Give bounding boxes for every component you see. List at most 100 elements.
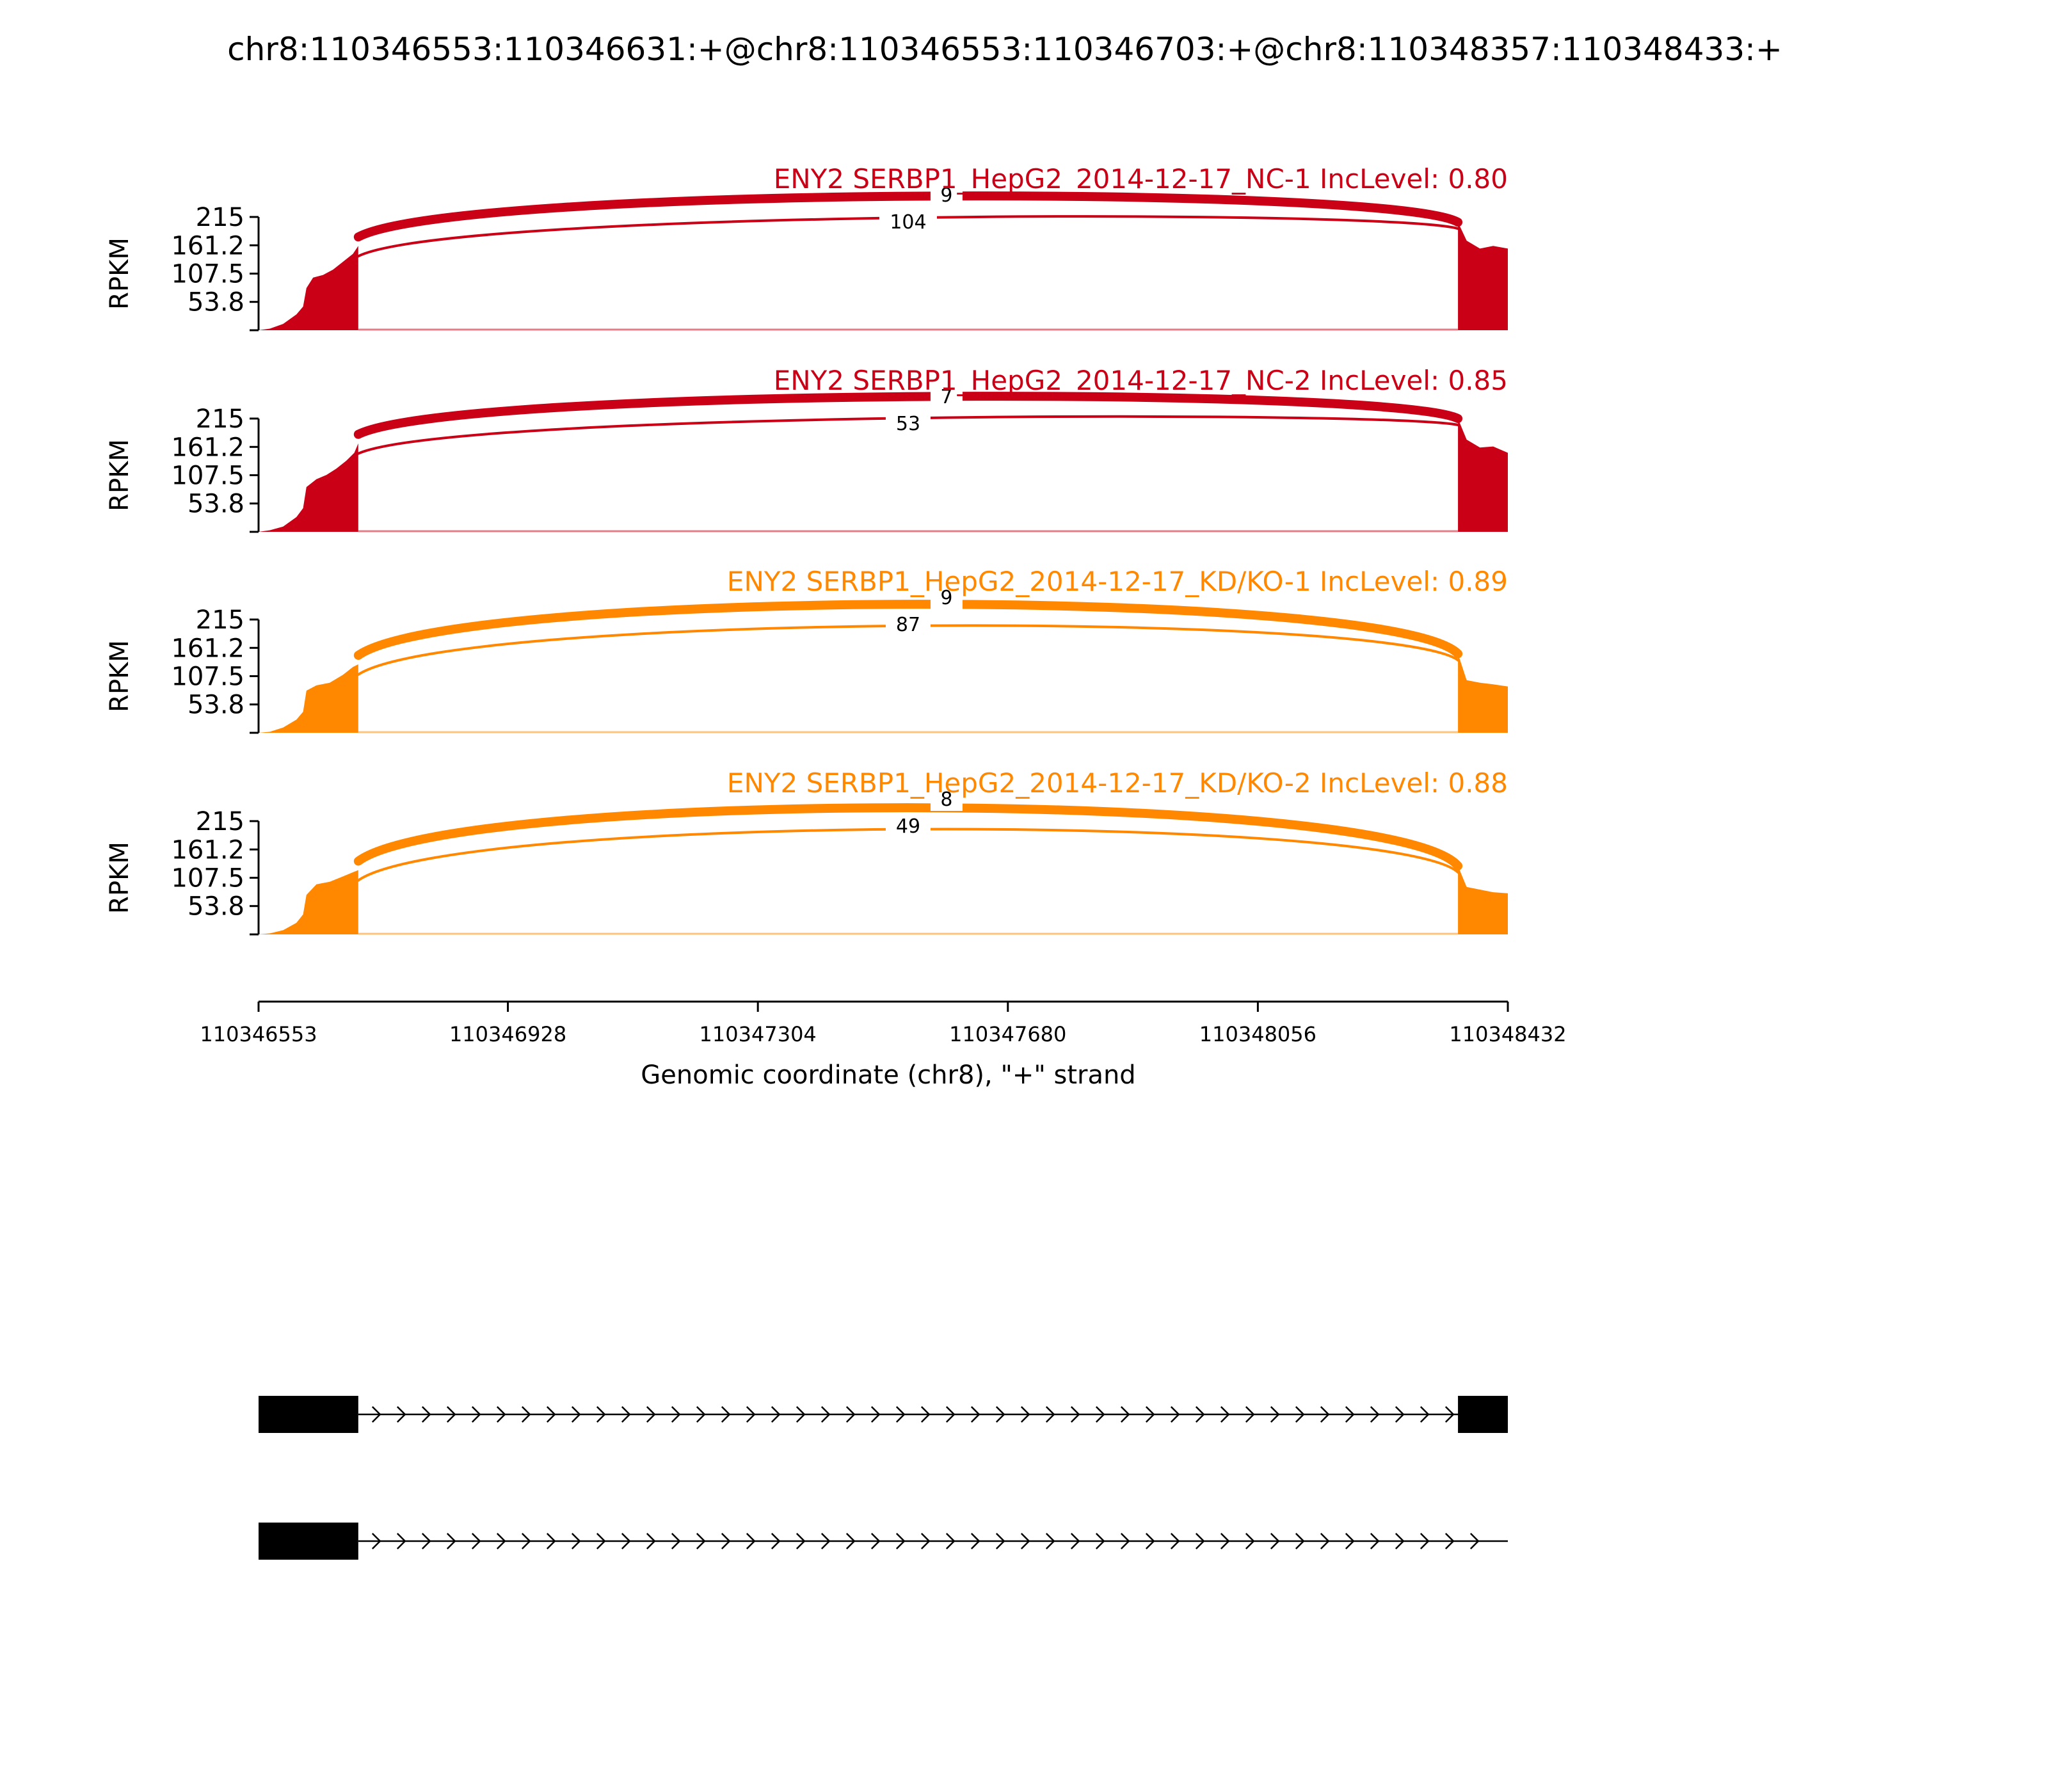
strand-arrow: [870, 1406, 881, 1423]
strand-arrow: [1420, 1533, 1430, 1549]
y-tick-label: 107.5: [171, 864, 244, 893]
junction-count-label: 8: [940, 788, 952, 811]
coverage-area-right: [1458, 222, 1508, 330]
exon-block: [1458, 1396, 1508, 1433]
y-tick-label: 53.8: [188, 490, 244, 519]
junction-label-bg: [885, 413, 931, 435]
strand-arrow: [371, 1533, 381, 1549]
strand-arrow: [596, 1533, 606, 1549]
junction-arc-2: [353, 392, 1463, 439]
strand-arrow: [1345, 1406, 1355, 1423]
strand-arrow: [845, 1533, 856, 1549]
strand-arrow: [446, 1406, 456, 1423]
coverage-area-left: [259, 870, 358, 934]
junction-count-label: 9: [940, 587, 952, 609]
strand-arrow: [1270, 1533, 1280, 1549]
junction-arc-2: [353, 803, 1463, 870]
track-label: ENY2 SERBP1_HepG2_2014-12-17_KD/KO-2 Inc…: [727, 767, 1508, 799]
strand-arrow: [1145, 1533, 1155, 1549]
strand-arrow: [1370, 1406, 1380, 1423]
y-tick-label: 107.5: [171, 260, 244, 289]
strand-arrow: [920, 1533, 931, 1549]
strand-arrow: [1195, 1406, 1205, 1423]
strand-arrow: [1395, 1533, 1405, 1549]
strand-arrow: [1444, 1406, 1455, 1423]
strand-arrow: [646, 1533, 656, 1549]
track-label: ENY2 SERBP1_HepG2_2014-12-17_NC-1 IncLev…: [774, 163, 1508, 195]
strand-arrow: [1345, 1533, 1355, 1549]
strand-arrow: [421, 1533, 431, 1549]
strand-arrow: [1469, 1533, 1480, 1549]
strand-arrow: [546, 1533, 556, 1549]
strand-arrow: [1370, 1533, 1380, 1549]
coverage-area-left: [259, 443, 358, 532]
strand-arrow: [1420, 1406, 1430, 1423]
exon-block: [259, 1523, 358, 1560]
y-tick-label: 53.8: [188, 691, 244, 720]
strand-arrow: [1095, 1406, 1105, 1423]
strand-arrow: [970, 1533, 980, 1549]
strand-arrow: [521, 1533, 531, 1549]
strand-arrow: [870, 1533, 881, 1549]
strand-arrow: [621, 1533, 631, 1549]
strand-arrow: [771, 1533, 781, 1549]
x-tick-label: 110346928: [449, 1022, 566, 1046]
junction-arc-2: [353, 600, 1463, 660]
junction-label-bg: [930, 387, 963, 408]
strand-arrow: [895, 1533, 906, 1549]
strand-arrow: [571, 1533, 581, 1549]
isoform-2: [259, 1523, 1508, 1560]
strand-arrow: [1095, 1533, 1105, 1549]
strand-arrow: [796, 1406, 806, 1423]
strand-arrow: [1295, 1533, 1305, 1549]
junction-count-label: 104: [890, 211, 926, 234]
strand-arrow: [746, 1533, 756, 1549]
y-axis-label: RPKM: [105, 439, 134, 511]
strand-arrow: [1170, 1533, 1180, 1549]
strand-arrow: [646, 1406, 656, 1423]
strand-arrow: [696, 1533, 706, 1549]
junction-label-bg: [885, 614, 931, 636]
strand-arrow: [1120, 1406, 1130, 1423]
junction-count-label: 53: [896, 413, 920, 435]
junction-count-label: 49: [896, 815, 920, 838]
exon-block: [259, 1396, 358, 1433]
strand-arrow: [1045, 1533, 1055, 1549]
strand-arrow: [1120, 1533, 1130, 1549]
strand-arrow: [471, 1533, 481, 1549]
y-axis-label: RPKM: [105, 842, 134, 914]
strand-arrow: [396, 1406, 406, 1423]
coverage-area-right: [1458, 419, 1508, 532]
strand-arrow: [1170, 1406, 1180, 1423]
x-tick-label: 110348432: [1449, 1022, 1566, 1046]
y-axis-label: RPKM: [105, 640, 134, 712]
strand-arrow: [671, 1533, 681, 1549]
strand-arrow: [521, 1406, 531, 1423]
x-tick-label: 110347680: [949, 1022, 1066, 1046]
strand-arrow: [571, 1406, 581, 1423]
strand-arrow: [1245, 1406, 1255, 1423]
x-axis-label: Genomic coordinate (chr8), "+" strand: [641, 1060, 1135, 1090]
junction-arc-2: [353, 191, 1463, 242]
y-tick-label: 53.8: [188, 288, 244, 317]
strand-arrow: [820, 1406, 831, 1423]
strand-arrow: [696, 1406, 706, 1423]
isoform-models: [259, 1396, 1508, 1560]
strand-arrow: [621, 1406, 631, 1423]
coverage-area-right: [1458, 866, 1508, 934]
strand-arrow: [995, 1406, 1005, 1423]
strand-arrow: [671, 1406, 681, 1423]
y-tick-label: 215: [196, 404, 244, 434]
y-tick-label: 215: [196, 605, 244, 635]
strand-arrow: [596, 1406, 606, 1423]
junction-count-label: 9: [940, 184, 952, 207]
y-tick-label: 161.2: [171, 634, 244, 663]
strand-arrow: [796, 1533, 806, 1549]
junction-label-bg: [930, 185, 963, 207]
strand-arrow: [1245, 1533, 1255, 1549]
strand-arrow: [1295, 1406, 1305, 1423]
coverage-area-left: [259, 664, 358, 733]
